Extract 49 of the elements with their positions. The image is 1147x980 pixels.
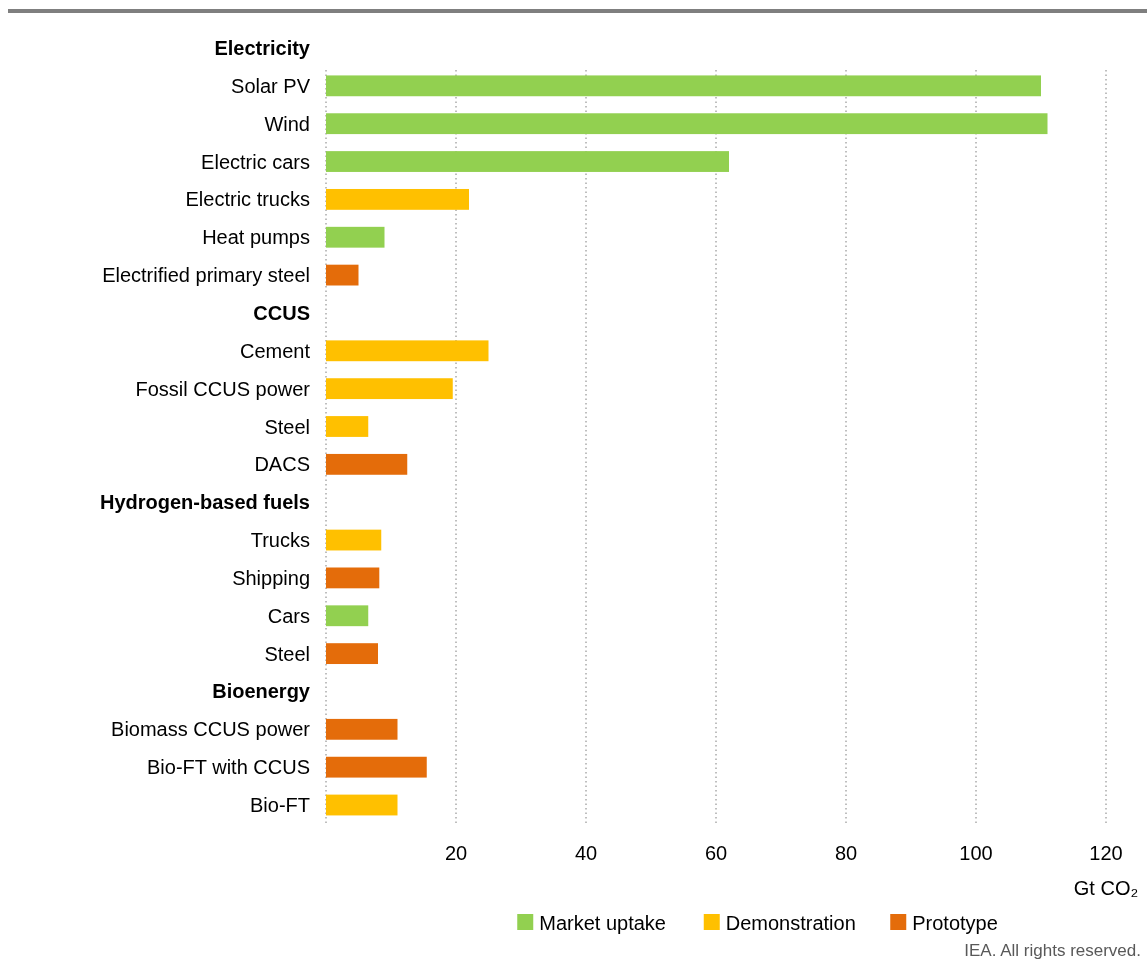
y-tick-label: Cars — [267, 604, 310, 627]
y-tick-label: Steel — [264, 415, 310, 438]
bar — [326, 151, 729, 172]
bar — [326, 567, 380, 589]
y-tick-label: Wind — [264, 112, 310, 135]
y-tick-label: Heat pumps — [202, 226, 310, 249]
bar — [326, 416, 369, 437]
x-tick-label: 60 — [704, 842, 728, 864]
x-tick-label: 100 — [959, 842, 993, 864]
y-tick-label: Bio-FT with CCUS — [147, 756, 310, 779]
bar — [326, 113, 1048, 135]
y-tick-label: Hydrogen-based fuels — [99, 491, 310, 514]
bar — [326, 453, 408, 475]
y-tick-label: Trucks — [250, 529, 310, 552]
y-tick-label: Electrified primary steel — [102, 264, 310, 287]
text: IEA. All rights reserved. — [964, 941, 1141, 960]
bar — [326, 75, 1041, 97]
y-tick-label: Bio-FT — [250, 794, 310, 817]
y-tick-label: Electricity — [214, 36, 311, 59]
x-tick-label: 40 — [574, 842, 598, 864]
y-tick-label: Solar PV — [231, 74, 311, 97]
legend-label: Demonstration — [725, 912, 856, 934]
bar — [326, 529, 382, 551]
bar — [326, 378, 453, 400]
x-tick-label: 120 — [1089, 842, 1123, 864]
legend-label: Market uptake — [539, 912, 666, 934]
y-tick-label: Fossil CCUS power — [135, 377, 311, 400]
y-tick-label: DACS — [254, 453, 310, 476]
bar — [326, 718, 398, 740]
bar — [326, 756, 427, 778]
y-tick-label: Steel — [264, 642, 310, 665]
bar — [326, 794, 398, 816]
bar — [326, 340, 489, 362]
y-tick-label: Biomass CCUS power — [111, 718, 311, 741]
bar — [326, 264, 359, 286]
y-tick-label: Bioenergy — [212, 680, 311, 703]
x-axis-title: Gt CO₂ — [1073, 877, 1139, 899]
y-tick-label: Shipping — [232, 566, 310, 589]
y-tick-label: CCUS — [253, 301, 310, 324]
bar — [326, 226, 385, 248]
bar — [326, 188, 469, 210]
y-tick-label: Electric cars — [201, 150, 310, 173]
bar — [326, 605, 369, 627]
y-tick-label: Cement — [239, 339, 311, 362]
x-tick-label: 80 — [834, 842, 858, 864]
x-tick-label: 20 — [444, 842, 468, 864]
y-tick-label: Electric trucks — [185, 188, 310, 211]
legend-label: Prototype — [912, 912, 998, 934]
bar — [326, 643, 378, 665]
